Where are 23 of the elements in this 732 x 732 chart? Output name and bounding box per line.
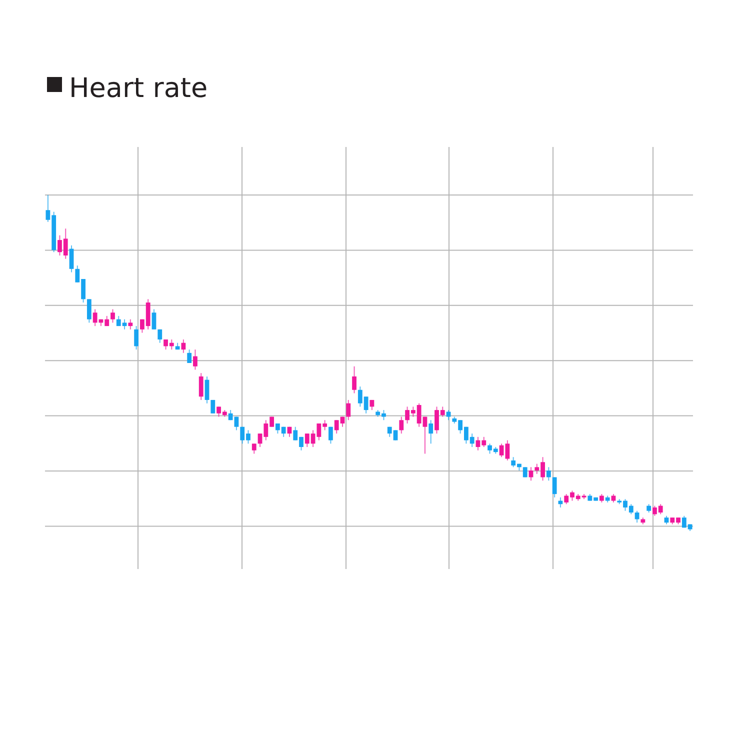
candlestick [198, 372, 204, 400]
candlestick [110, 308, 115, 324]
candlestick [128, 318, 133, 330]
candlestick [69, 244, 74, 273]
candlestick [204, 376, 210, 404]
candlestick [352, 366, 356, 394]
candlestick [152, 308, 156, 330]
text: Heart rate [69, 73, 208, 104]
candlestick [193, 349, 198, 370]
candlestick [252, 443, 256, 454]
candlestick [210, 399, 216, 414]
candlestick [446, 410, 451, 421]
candlestick [187, 349, 192, 364]
candlestick [399, 416, 404, 434]
candlestick [346, 399, 351, 421]
candlestick [546, 466, 551, 482]
candlestick [552, 476, 557, 498]
candlestick [158, 328, 162, 344]
candlestick [428, 420, 434, 444]
candlestick [181, 338, 186, 354]
candlestick [328, 426, 333, 444]
candlestick [86, 298, 92, 324]
candlestick [134, 326, 139, 350]
